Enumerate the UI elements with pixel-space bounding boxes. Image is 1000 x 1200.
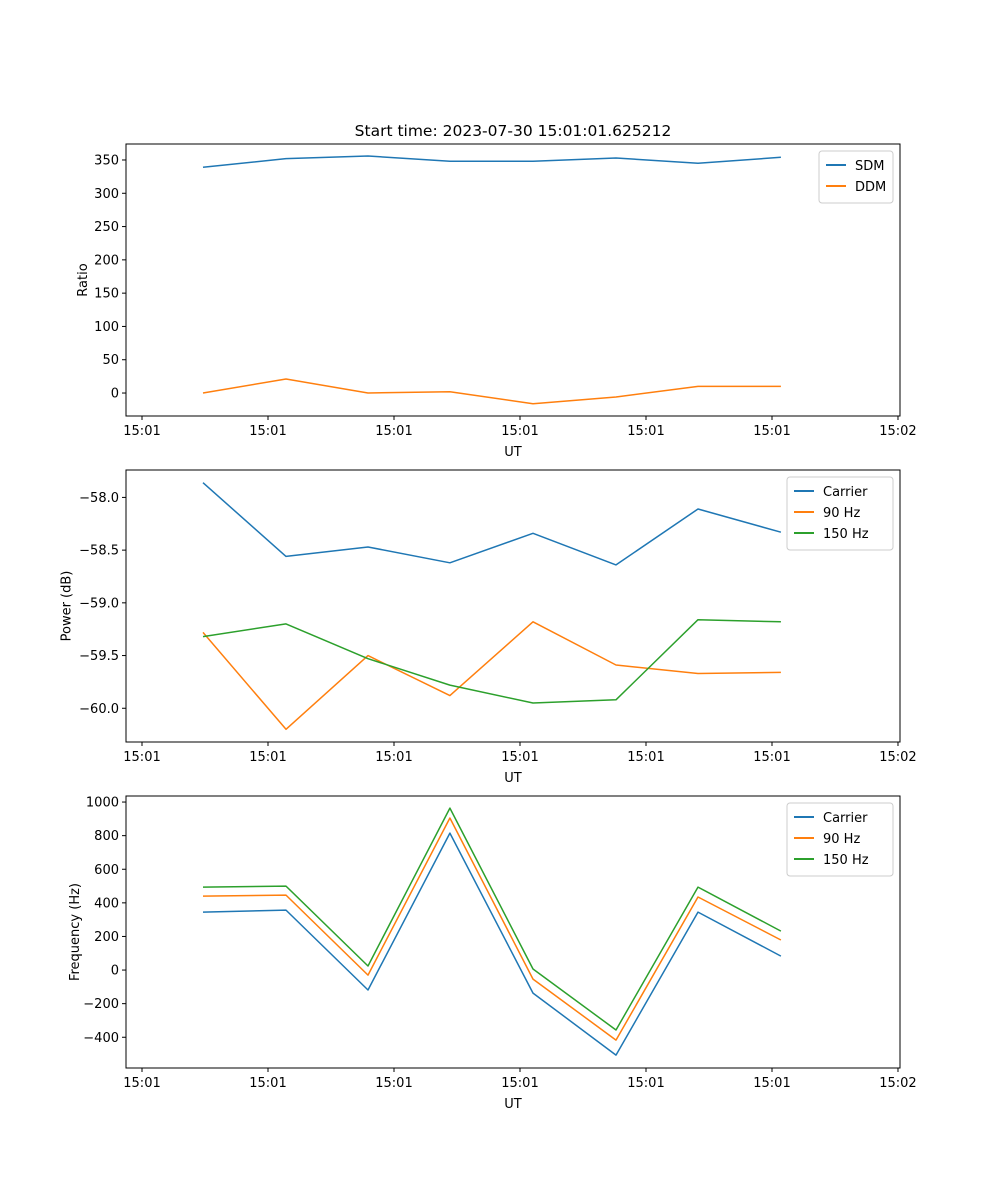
legend: SDM DDM — [818, 150, 894, 204]
x-tick-label: 15:01 — [375, 1076, 412, 1091]
x-tick-label: 15:01 — [375, 750, 412, 765]
y-tick-label: 1000 — [86, 796, 119, 811]
series-line-sdm — [202, 155, 781, 169]
x-tick-label: 15:01 — [501, 424, 538, 439]
axes-frame — [125, 469, 901, 743]
x-tick-label: 15:01 — [123, 750, 160, 765]
x-tick-label: 15:01 — [753, 424, 790, 439]
y-tick-label: 0 — [111, 387, 119, 402]
axes-frame — [125, 795, 901, 1069]
legend-label: 90 Hz — [823, 506, 860, 521]
x-tick-label: 15:01 — [249, 750, 286, 765]
x-tick-label: 15:01 — [249, 1076, 286, 1091]
axes-frame — [125, 143, 901, 417]
legend-box — [786, 476, 894, 551]
y-tick-label: −59.5 — [79, 649, 119, 664]
series-line-90-hz — [202, 817, 782, 1041]
series-line-90-hz — [202, 621, 781, 731]
x-tick-label: 15:01 — [123, 424, 160, 439]
subplot-1: 15:01 15:01 15:01 15:01 15:01 15:01 15:02 UT 0 50… — [76, 122, 917, 460]
legend-label: Carrier — [823, 485, 868, 500]
legend-label: 90 Hz — [823, 832, 860, 847]
x-tick-label: 15:01 — [627, 424, 664, 439]
x-tick-label: 15:01 — [123, 1076, 160, 1091]
series-line-carrier — [202, 482, 782, 566]
subplot-3: 15:01 15:01 15:01 15:01 15:01 15:01 15:02 UT 100… — [68, 795, 917, 1112]
series-line-150-hz — [202, 807, 782, 1031]
series-line-ddm — [202, 378, 781, 405]
x-tick-label: 15:01 — [501, 1076, 538, 1091]
y-tick-label: 300 — [94, 187, 119, 202]
y-tick-label: −58.5 — [79, 544, 119, 559]
x-tick-label: 15:01 — [501, 750, 538, 765]
legend-label: 150 Hz — [823, 853, 869, 868]
x-tick-label: 15:02 — [879, 1076, 916, 1091]
y-axis-label: Frequency (Hz) — [68, 883, 83, 981]
x-axis-label: UT — [504, 771, 522, 786]
y-tick-label: −200 — [83, 997, 119, 1012]
x-tick-label: 15:01 — [753, 1076, 790, 1091]
y-tick-label: 800 — [94, 829, 119, 844]
y-tick-label: 150 — [94, 287, 119, 302]
x-axis-label: UT — [504, 445, 522, 460]
x-tick-label: 15:01 — [627, 750, 664, 765]
legend: Carrier 90 Hz 150 Hz — [786, 802, 894, 877]
y-axis-label: Ratio — [76, 263, 91, 296]
legend: Carrier 90 Hz 150 Hz — [786, 476, 894, 551]
y-tick-label: −58.0 — [79, 491, 119, 506]
legend-label: 150 Hz — [823, 527, 869, 542]
y-tick-label: −400 — [83, 1031, 119, 1046]
y-axis-label: Power (dB) — [60, 571, 75, 642]
x-tick-label: 15:02 — [879, 424, 916, 439]
y-tick-label: 100 — [94, 320, 119, 335]
y-tick-label: 0 — [111, 964, 119, 979]
x-tick-label: 15:01 — [627, 1076, 664, 1091]
y-tick-label: 250 — [94, 220, 119, 235]
y-tick-label: 400 — [94, 896, 119, 911]
series-line-150-hz — [202, 618, 781, 704]
x-tick-label: 15:01 — [375, 424, 412, 439]
legend-label: Carrier — [823, 811, 868, 826]
y-tick-label: 200 — [94, 930, 119, 945]
chart-title: Start time: 2023-07-30 15:01:01.625212 — [355, 122, 672, 140]
y-tick-label: 50 — [102, 353, 119, 368]
y-tick-label: 200 — [94, 253, 119, 268]
legend-box — [786, 802, 894, 877]
x-axis-label: UT — [504, 1097, 522, 1112]
legend-label: DDM — [855, 180, 886, 195]
x-tick-label: 15:01 — [753, 750, 790, 765]
subplot-2: 15:01 15:01 15:01 15:01 15:01 15:01 15:02 UT −58… — [60, 469, 917, 786]
y-tick-label: 600 — [94, 863, 119, 878]
x-tick-label: 15:02 — [879, 750, 916, 765]
series-line-carrier — [202, 832, 782, 1056]
legend-label: SDM — [855, 159, 884, 174]
x-tick-label: 15:01 — [249, 424, 286, 439]
y-tick-label: −60.0 — [79, 702, 119, 717]
y-tick-label: 350 — [94, 153, 119, 168]
y-tick-label: −59.0 — [79, 596, 119, 611]
